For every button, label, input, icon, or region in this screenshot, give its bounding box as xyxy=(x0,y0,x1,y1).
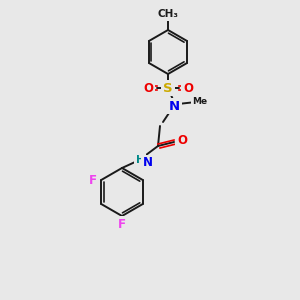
Text: F: F xyxy=(118,218,126,230)
Text: CH₃: CH₃ xyxy=(158,9,178,19)
Text: N: N xyxy=(143,157,153,169)
Text: H: H xyxy=(136,155,144,165)
Text: O: O xyxy=(183,82,193,94)
Text: N: N xyxy=(168,100,180,112)
Text: Me: Me xyxy=(192,98,208,106)
Text: O: O xyxy=(177,134,187,146)
Text: S: S xyxy=(163,82,173,94)
Text: F: F xyxy=(89,173,97,187)
Text: O: O xyxy=(143,82,153,94)
